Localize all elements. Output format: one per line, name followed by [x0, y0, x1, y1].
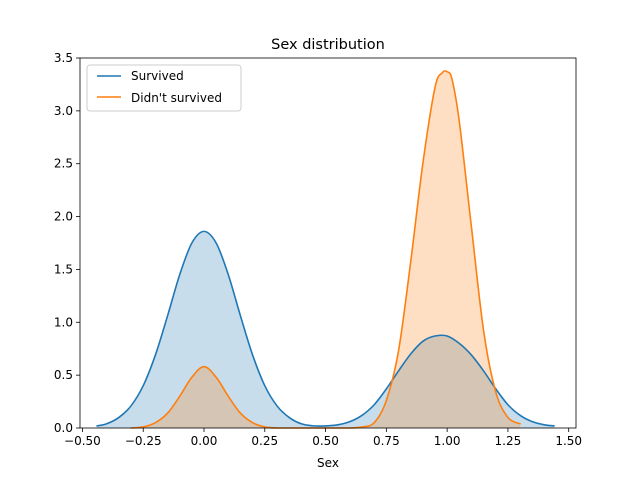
x-axis-label: Sex	[317, 456, 339, 470]
y-axis-ticks: 0.0 0.5 1.0 1.5 2.0 2.5 3.0 3.5	[54, 51, 80, 435]
x-tick-label: −0.25	[125, 434, 162, 448]
y-tick-label: 1.5	[54, 262, 73, 276]
legend-box	[86, 64, 242, 112]
y-tick-label: 0.0	[54, 421, 73, 435]
area-fill-didn-t-survived	[131, 70, 521, 428]
x-axis-ticks: −0.50 −0.25 0.00 0.25 0.50 0.75 1.00 1.25 1.50	[64, 428, 582, 448]
x-tick-label: 0.25	[251, 434, 278, 448]
area-fill-survived	[97, 231, 555, 428]
legend-label-survived: Survived	[131, 69, 184, 83]
y-tick-label: 2.5	[54, 157, 73, 171]
series-line-survived	[96, 230, 555, 427]
x-tick-label: 1.25	[495, 434, 522, 448]
plot-area-frame	[79, 57, 577, 429]
x-tick-label: 0.75	[373, 434, 400, 448]
chart-title: Sex distribution	[271, 37, 385, 53]
legend: Survived Didn't survived	[86, 64, 242, 112]
y-tick-label: 0.5	[54, 368, 73, 382]
area-fills	[97, 70, 555, 428]
y-tick-label: 2.0	[54, 210, 73, 224]
legend-label-didnt-survived: Didn't survived	[131, 91, 222, 105]
y-tick-label: 3.0	[54, 104, 73, 118]
x-tick-label: 0.50	[312, 434, 339, 448]
x-tick-label: 1.00	[434, 434, 461, 448]
x-tick-label: −0.50	[64, 434, 101, 448]
y-tick-label: 3.5	[54, 51, 73, 65]
x-tick-label: 0.00	[191, 434, 218, 448]
y-tick-label: 1.0	[54, 315, 73, 329]
x-tick-label: 1.50	[555, 434, 582, 448]
